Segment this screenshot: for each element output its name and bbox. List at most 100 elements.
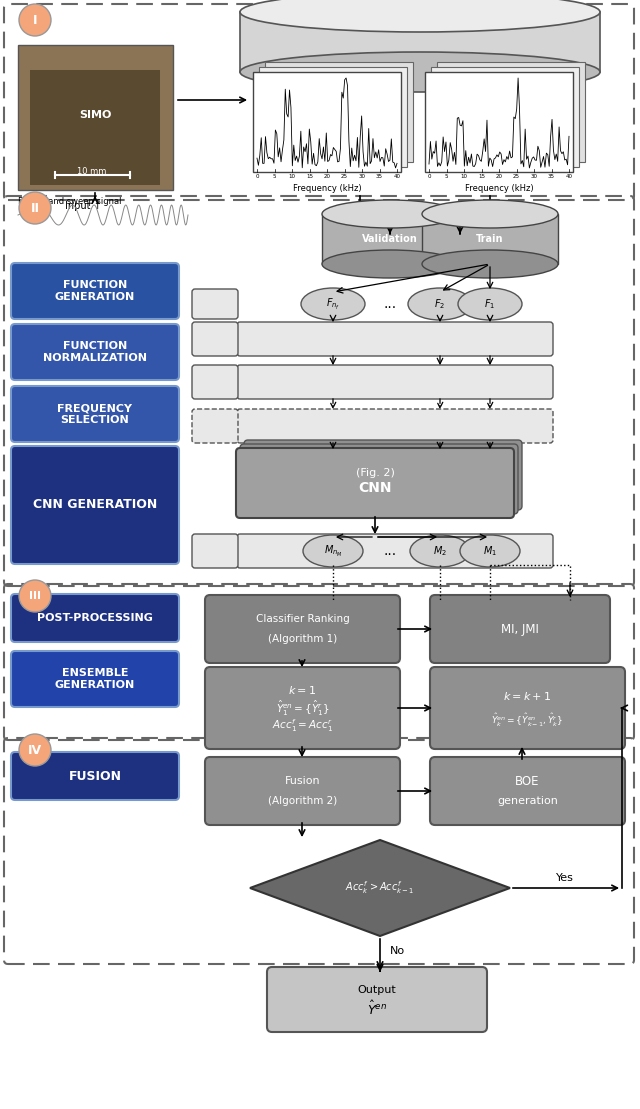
Text: (Algorithm 1): (Algorithm 1) xyxy=(268,633,337,643)
Circle shape xyxy=(19,580,51,612)
Text: Train: Train xyxy=(476,234,504,244)
Ellipse shape xyxy=(301,288,365,321)
Text: 5: 5 xyxy=(273,174,276,179)
FancyBboxPatch shape xyxy=(192,289,238,319)
Text: (Fig. 2): (Fig. 2) xyxy=(356,468,394,478)
Text: (Algorithm 2): (Algorithm 2) xyxy=(268,795,337,805)
FancyBboxPatch shape xyxy=(192,365,238,399)
Text: Yes: Yes xyxy=(556,873,574,883)
Text: ENSEMBLE
GENERATION: ENSEMBLE GENERATION xyxy=(55,669,135,690)
Text: Fusion: Fusion xyxy=(285,776,320,786)
Text: BOE: BOE xyxy=(515,775,540,787)
Text: $M_{n_M}$: $M_{n_M}$ xyxy=(324,543,342,559)
FancyBboxPatch shape xyxy=(11,324,179,380)
FancyBboxPatch shape xyxy=(259,67,407,167)
FancyBboxPatch shape xyxy=(236,448,514,518)
Text: $Acc_k^f > Acc_{k-1}^f$: $Acc_k^f > Acc_{k-1}^f$ xyxy=(345,879,415,896)
Ellipse shape xyxy=(303,535,363,567)
FancyBboxPatch shape xyxy=(430,667,625,749)
Text: 5: 5 xyxy=(445,174,448,179)
FancyBboxPatch shape xyxy=(11,594,179,642)
Text: $k = 1$: $k = 1$ xyxy=(289,684,317,696)
Text: 30: 30 xyxy=(531,174,538,179)
FancyBboxPatch shape xyxy=(237,535,553,568)
Text: 40: 40 xyxy=(394,174,401,179)
FancyBboxPatch shape xyxy=(430,596,610,663)
Ellipse shape xyxy=(460,535,520,567)
FancyBboxPatch shape xyxy=(237,322,553,356)
FancyBboxPatch shape xyxy=(11,651,179,708)
Text: CNN: CNN xyxy=(358,481,392,495)
Ellipse shape xyxy=(458,288,522,321)
Circle shape xyxy=(19,192,51,224)
Text: $M_2$: $M_2$ xyxy=(433,545,447,558)
Text: 35: 35 xyxy=(376,174,383,179)
Text: II: II xyxy=(31,202,40,214)
Text: 20: 20 xyxy=(495,174,502,179)
Ellipse shape xyxy=(240,52,600,92)
Polygon shape xyxy=(322,214,458,264)
Text: FREQUENCY
SELECTION: FREQUENCY SELECTION xyxy=(58,404,132,425)
Text: $\hat{Y}_1^{en} = \{\hat{Y}_1^r\}$: $\hat{Y}_1^{en} = \{\hat{Y}_1^r\}$ xyxy=(276,699,330,718)
Text: 30: 30 xyxy=(358,174,365,179)
FancyBboxPatch shape xyxy=(237,365,553,399)
FancyBboxPatch shape xyxy=(267,967,487,1032)
FancyBboxPatch shape xyxy=(205,757,400,825)
Text: 25: 25 xyxy=(513,174,520,179)
Text: FUNCTION
GENERATION: FUNCTION GENERATION xyxy=(55,281,135,302)
Polygon shape xyxy=(240,12,600,72)
Text: 0: 0 xyxy=(428,174,431,179)
Text: 15: 15 xyxy=(478,174,485,179)
Text: $F_1$: $F_1$ xyxy=(484,297,495,311)
Text: I: I xyxy=(33,13,37,27)
Text: $\hat{Y}^{en}$: $\hat{Y}^{en}$ xyxy=(367,999,387,1018)
Text: 35: 35 xyxy=(548,174,555,179)
Ellipse shape xyxy=(410,535,470,567)
Text: 10: 10 xyxy=(289,174,296,179)
Text: $\hat{Y}_k^{en}=\{\hat{Y}_{k-1}^{en},\hat{Y}_k^r\}$: $\hat{Y}_k^{en}=\{\hat{Y}_{k-1}^{en},\ha… xyxy=(492,712,564,729)
Text: Output: Output xyxy=(358,985,396,996)
Text: FUSION: FUSION xyxy=(68,770,122,783)
FancyBboxPatch shape xyxy=(11,446,179,564)
Text: No: No xyxy=(390,946,405,956)
Ellipse shape xyxy=(240,0,600,32)
Ellipse shape xyxy=(408,288,472,321)
FancyBboxPatch shape xyxy=(11,263,179,319)
FancyBboxPatch shape xyxy=(192,322,238,356)
Text: FUNCTION
NORMALIZATION: FUNCTION NORMALIZATION xyxy=(43,342,147,363)
FancyBboxPatch shape xyxy=(205,596,400,663)
Text: Frequency (kHz): Frequency (kHz) xyxy=(465,184,533,193)
Text: Validation: Validation xyxy=(362,234,418,244)
Text: 10: 10 xyxy=(461,174,467,179)
Text: Frequency (kHz): Frequency (kHz) xyxy=(292,184,362,193)
Text: Classifier Ranking: Classifier Ranking xyxy=(255,614,349,624)
Text: $M_1$: $M_1$ xyxy=(483,545,497,558)
Text: MI, JMI: MI, JMI xyxy=(501,622,539,635)
FancyBboxPatch shape xyxy=(30,70,160,185)
Text: ...: ... xyxy=(383,545,397,558)
Circle shape xyxy=(19,734,51,766)
FancyBboxPatch shape xyxy=(240,444,518,513)
FancyBboxPatch shape xyxy=(237,409,553,442)
Text: CNN GENERATION: CNN GENERATION xyxy=(33,499,157,511)
Circle shape xyxy=(19,4,51,35)
Text: 40: 40 xyxy=(566,174,573,179)
Text: generation: generation xyxy=(497,795,558,805)
Text: $k = k+1$: $k = k+1$ xyxy=(504,690,552,702)
Text: 15: 15 xyxy=(306,174,313,179)
Text: POST-PROCESSING: POST-PROCESSING xyxy=(37,613,153,623)
Text: Broadband sweep signal: Broadband sweep signal xyxy=(18,197,122,206)
Text: 20: 20 xyxy=(323,174,330,179)
FancyBboxPatch shape xyxy=(425,72,573,172)
Ellipse shape xyxy=(422,200,558,228)
FancyBboxPatch shape xyxy=(265,62,413,162)
Text: ...: ... xyxy=(383,297,397,311)
FancyBboxPatch shape xyxy=(244,440,522,510)
Text: III: III xyxy=(29,591,41,601)
FancyBboxPatch shape xyxy=(205,667,400,749)
Text: $F_{n_f}$: $F_{n_f}$ xyxy=(326,296,340,312)
Ellipse shape xyxy=(422,250,558,278)
Text: Input ↑: Input ↑ xyxy=(65,201,102,211)
FancyBboxPatch shape xyxy=(18,45,173,190)
FancyBboxPatch shape xyxy=(11,386,179,442)
